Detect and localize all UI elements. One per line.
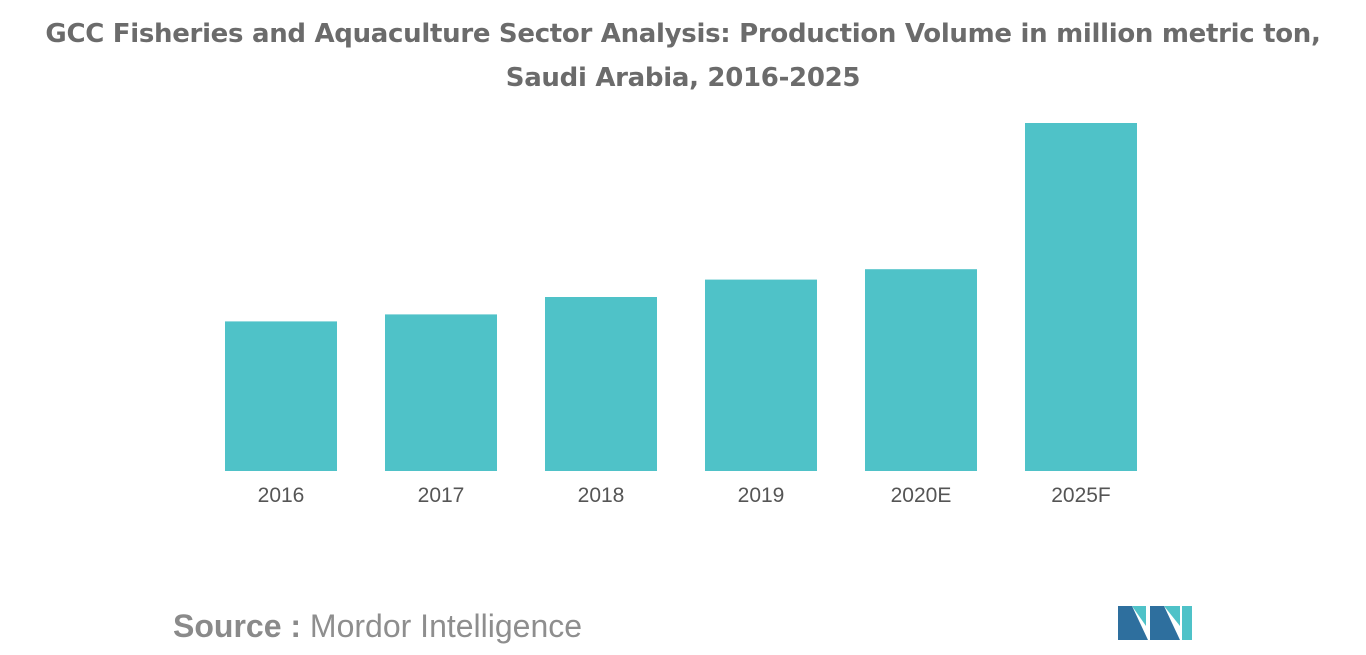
chart-title: GCC Fisheries and Aquaculture Sector Ana… (0, 12, 1366, 100)
bar-2016 (225, 321, 337, 471)
source-label: Source : (173, 608, 302, 644)
mordor-intelligence-logo (1118, 606, 1192, 640)
bar-group (225, 123, 1137, 471)
bar-2020e (865, 269, 977, 471)
x-tick-label-2018: 2018 (578, 484, 625, 507)
bar-2025f (1025, 123, 1137, 471)
bar-2019 (705, 279, 817, 471)
x-axis-tick-labels: 2016 2017 2018 2019 2020E 2025F (258, 484, 1111, 507)
bar-2017 (385, 314, 497, 471)
x-tick-label-2025f: 2025F (1051, 484, 1111, 507)
source-note: Source : Mordor Intelligence (173, 606, 582, 646)
x-tick-label-2019: 2019 (738, 484, 785, 507)
x-tick-label-2017: 2017 (418, 484, 465, 507)
x-tick-label-2016: 2016 (258, 484, 305, 507)
bar-2018 (545, 297, 657, 471)
chart-title-line-2: Saudi Arabia, 2016-2025 (505, 63, 861, 93)
x-tick-label-2020e: 2020E (891, 484, 952, 507)
chart-title-line-1: GCC Fisheries and Aquaculture Sector Ana… (45, 19, 1321, 49)
source-value: Mordor Intelligence (309, 608, 583, 644)
